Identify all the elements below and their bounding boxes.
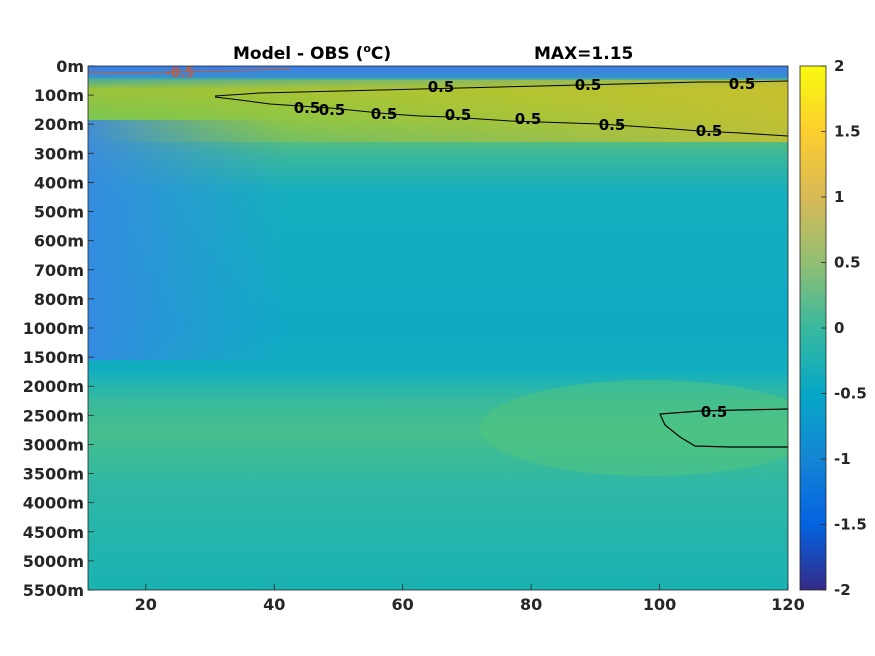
contour-label: 0.5 xyxy=(515,110,542,128)
x-tick-label: 80 xyxy=(520,595,542,614)
contour-label: 0.5 xyxy=(599,116,626,134)
y-tick-label: 800m xyxy=(34,290,84,309)
contour-label: 0.5 xyxy=(371,105,398,123)
colorbar-tick-label: -1 xyxy=(834,450,851,468)
y-tick-label: 4000m xyxy=(23,494,84,513)
plot-area: 0.5 0.5 0.50.50.5 0.5 0.5 0.5 0.5 0.50.5-0.5 xyxy=(88,66,788,590)
y-tick-label: 5000m xyxy=(23,552,84,571)
colorbar-tick-label: 0.5 xyxy=(834,254,861,272)
x-tick-label: 120 xyxy=(771,595,804,614)
x-axis: 20 40 60 80 100 120 xyxy=(135,584,805,614)
upper-warm-region xyxy=(88,80,788,142)
y-tick-label: 3500m xyxy=(23,465,84,484)
contour-label: 0.5 xyxy=(445,106,472,124)
colorbar-tick-label: -2 xyxy=(834,581,851,599)
colorbar-tick-label: 1.5 xyxy=(834,123,861,141)
y-tick-label: 400m xyxy=(34,173,84,192)
contour-labels: 0.5 0.5 0.50.50.5 0.5 0.5 0.5 0.5 0.50.5-0.5 xyxy=(166,66,756,421)
contour-label: 0.5 xyxy=(294,99,321,117)
colorbar-tick-label: 0 xyxy=(834,319,844,337)
y-tick-label: 700m xyxy=(34,261,84,280)
max-label: MAX=1.15 xyxy=(534,44,633,64)
colorbar-tick-label: -0.5 xyxy=(834,385,867,403)
y-tick-label: 3000m xyxy=(23,435,84,454)
x-tick-label: 20 xyxy=(135,595,157,614)
colorbar-tick-label: -1.5 xyxy=(834,516,867,534)
colorbar: 2 1.5 1 0.5 0 -0.5 -1 -1.5 -2 xyxy=(799,57,867,599)
y-tick-label: 200m xyxy=(34,115,84,134)
y-tick-label: 1000m xyxy=(23,319,84,338)
x-tick-label: 100 xyxy=(643,595,676,614)
y-tick-label: 4500m xyxy=(23,523,84,542)
y-tick-label: 5500m xyxy=(23,581,84,600)
y-tick-label: 2500m xyxy=(23,406,84,425)
contour-label-deep: 0.5 xyxy=(701,403,728,421)
x-tick-label: 60 xyxy=(392,595,414,614)
contour-line-upper-top xyxy=(214,80,788,97)
y-tick-label: 600m xyxy=(34,232,84,251)
contour-line-upper-bottom xyxy=(214,96,788,137)
contour-label: 0.5 xyxy=(696,122,723,140)
deep-warm-patch xyxy=(480,380,788,476)
contour-line-deep xyxy=(659,408,788,448)
y-tick-label: 300m xyxy=(34,144,84,163)
y-tick-label: 2000m xyxy=(23,377,84,396)
y-tick-label: 100m xyxy=(34,86,84,105)
y-axis: 0m 100m 200m 300m 400m 500m 600m 700m 800m 1000m 1… xyxy=(23,57,94,600)
contour-label: 0.5 xyxy=(729,75,756,93)
colorbar-ticks: 2 1.5 1 0.5 0 -0.5 -1 -1.5 -2 xyxy=(821,57,867,599)
contour-line-surface xyxy=(88,68,291,74)
colorbar-tick-label: 1 xyxy=(834,188,844,206)
y-tick-label: 1500m xyxy=(23,348,84,367)
colorbar-tick-label: 2 xyxy=(834,57,844,75)
contour-label: 0.5 xyxy=(575,76,602,94)
y-tick-label: 0m xyxy=(56,57,84,76)
contour-label-surface: -0.5 xyxy=(166,66,194,81)
y-tick-label: 500m xyxy=(34,203,84,222)
contour-label: 0.5 xyxy=(319,101,346,119)
left-cold-region xyxy=(88,120,288,360)
chart-title: Model - OBS (oC) xyxy=(233,42,391,64)
contour-label: 0.5 xyxy=(428,78,455,96)
x-tick-label: 40 xyxy=(263,595,285,614)
surface-cold-band xyxy=(88,66,788,78)
